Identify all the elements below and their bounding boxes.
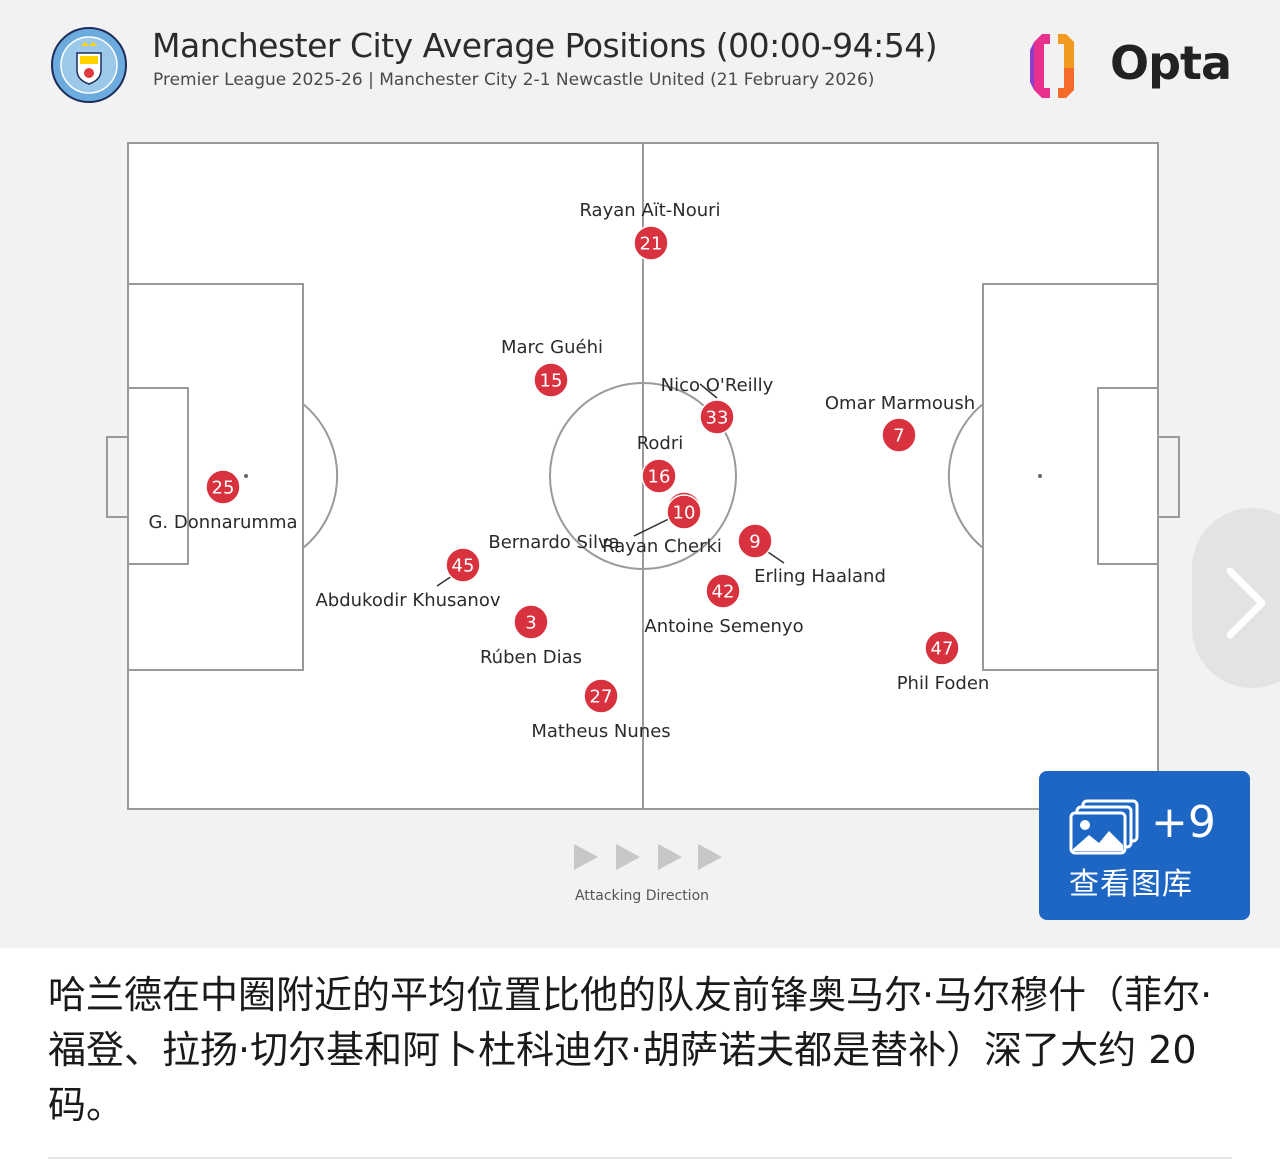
player-name: Rayan Aït-Nouri <box>579 200 720 221</box>
player-marker <box>533 362 569 398</box>
pitch: Rayan Aït-Nouri Marc Guéhi Nico O'Reilly Om… <box>106 142 1180 810</box>
player-marker <box>705 573 741 609</box>
player-number: 45 <box>452 556 475 577</box>
player-name: Matheus Nunes <box>531 721 670 742</box>
player-marker <box>641 458 677 494</box>
player-number: 15 <box>540 371 563 392</box>
player-name: Marc Guéhi <box>501 337 603 358</box>
player-number: 42 <box>712 582 735 603</box>
player-marker <box>583 678 619 714</box>
player-number: 10 <box>673 503 696 524</box>
player-marker <box>445 547 481 583</box>
player-marker <box>881 417 917 453</box>
player-number: 21 <box>640 234 663 255</box>
gallery-icon <box>1069 799 1139 855</box>
arrow-right-icon <box>658 844 682 870</box>
player-name: Phil Foden <box>897 673 990 694</box>
graphic-subtitle: Premier League 2025-26 | Manchester City… <box>153 70 875 90</box>
player-number: 3 <box>525 613 536 634</box>
player-name: Rayan Cherki <box>602 536 722 557</box>
player-marker <box>633 225 669 261</box>
player-number: 33 <box>706 408 729 429</box>
player-name: G. Donnarumma <box>148 512 297 533</box>
image-caption: 哈兰德在中圈附近的平均位置比他的队友前锋奥马尔·马尔穆什（菲尔·福登、拉扬·切尔… <box>48 973 1213 1127</box>
gallery-count: +9 <box>1151 797 1216 848</box>
player-name: Erling Haaland <box>754 566 886 587</box>
player-marker <box>924 630 960 666</box>
divider <box>48 1157 1232 1159</box>
player-number: 16 <box>648 467 671 488</box>
gallery-label: 查看图库 <box>1069 867 1193 902</box>
player-name: Bernardo Silva <box>488 532 619 553</box>
player-number: 7 <box>893 426 904 447</box>
next-image-button[interactable] <box>1192 508 1280 688</box>
opta-brand: Opta <box>1110 36 1232 90</box>
graphic-title: Manchester City Average Positions (00:00… <box>152 26 938 65</box>
player-marker <box>699 399 735 435</box>
arrow-right-icon <box>698 844 722 870</box>
player-number: 47 <box>931 639 954 660</box>
arrow-right-icon <box>574 844 598 870</box>
view-gallery-button[interactable]: +9 查看图库 <box>1039 771 1250 920</box>
player-number: 27 <box>590 687 613 708</box>
player-number: 25 <box>212 478 235 499</box>
attacking-direction-label: Attacking Direction <box>574 888 710 904</box>
player-marker <box>513 604 549 640</box>
player-name: Abdukodir Khusanov <box>315 590 500 611</box>
player-number: 9 <box>749 532 760 553</box>
player-name: Omar Marmoush <box>825 393 975 414</box>
average-positions-graphic: Manchester City Average Positions (00:00… <box>0 0 1280 948</box>
player-name: Rúben Dias <box>480 647 582 668</box>
player-name: Rodri <box>637 433 684 454</box>
attacking-direction-arrows <box>574 844 722 870</box>
player-marker <box>205 469 241 505</box>
arrow-right-icon <box>616 844 640 870</box>
player-name: Antoine Semenyo <box>644 616 803 637</box>
opta-logo-icon <box>1030 34 1074 98</box>
club-badge-icon <box>51 27 127 103</box>
player-marker <box>666 494 702 530</box>
chevron-right-icon <box>1226 567 1266 639</box>
player-name: Nico O'Reilly <box>661 375 774 396</box>
player-marker <box>737 523 773 559</box>
